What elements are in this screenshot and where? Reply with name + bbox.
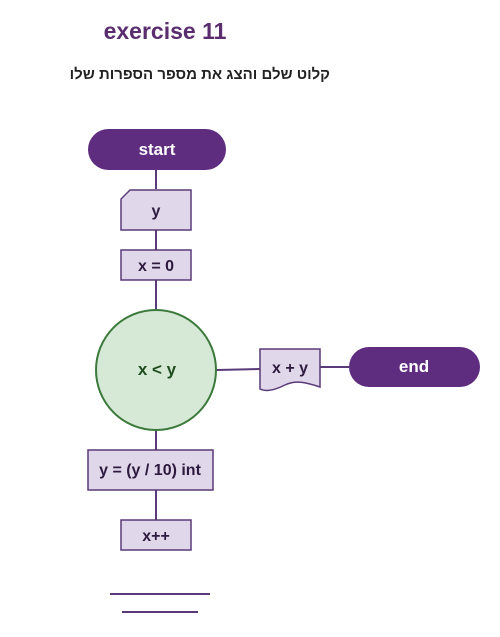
page-title: exercise 11 (103, 18, 227, 44)
init-node: x = 0 (120, 249, 192, 281)
input-label: y (152, 203, 161, 220)
connector-condition-output (216, 368, 261, 371)
end-label: end (399, 357, 429, 376)
output-label: x + y (272, 360, 308, 377)
increment-label: x++ (142, 528, 170, 545)
condition-label: x < y (138, 360, 177, 379)
start-label: start (139, 140, 176, 159)
divide-label: y = (y / 10) int (99, 462, 201, 479)
condition-node: x < y (95, 309, 217, 431)
input-node: y (120, 189, 192, 231)
divide-node: y = (y / 10) int (87, 449, 214, 491)
start-node: start (88, 129, 226, 170)
end-node: end (349, 347, 480, 387)
init-label: x = 0 (138, 258, 174, 275)
connectors (110, 170, 349, 613)
output-node: x + y (259, 348, 321, 392)
increment-node: x++ (120, 519, 192, 551)
task-description: קלוט שלם והצג את מספר הספרות שלו (69, 66, 330, 83)
